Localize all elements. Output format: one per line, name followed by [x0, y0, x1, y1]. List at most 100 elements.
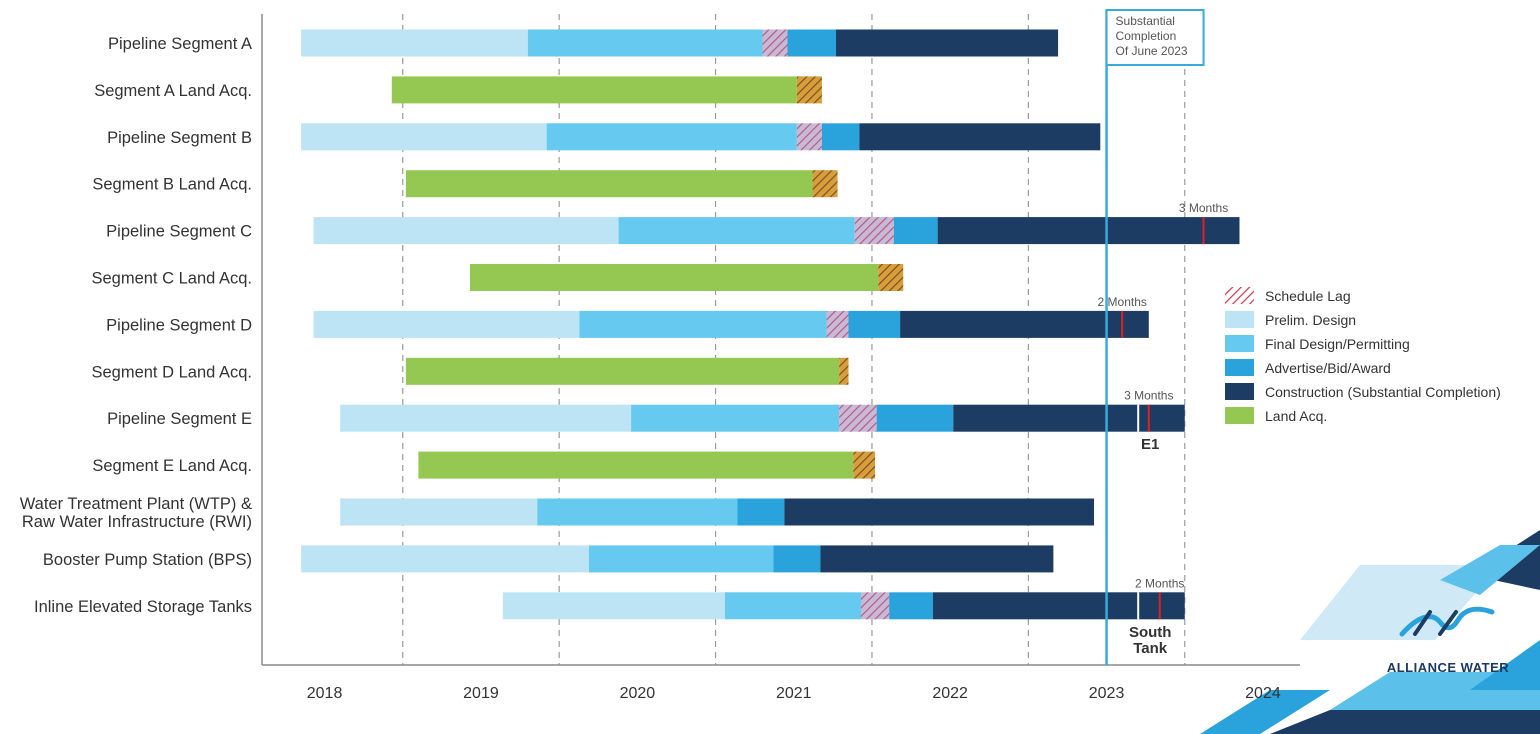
bar-segment	[848, 310, 901, 338]
bar-segment	[537, 498, 738, 526]
bar-segment	[301, 29, 528, 57]
bar-segment	[579, 310, 827, 338]
bar-segment	[876, 404, 954, 432]
bar-segment	[340, 404, 632, 432]
completion-box	[1105, 9, 1205, 66]
bar-segment	[878, 264, 904, 291]
row-label-line: Pipeline Segment E	[107, 410, 252, 428]
bar-segment	[937, 217, 1240, 245]
legend-label: Prelim. Design	[1265, 312, 1356, 328]
bar-segment	[762, 29, 788, 57]
row-label-line: Raw Water Infrastructure (RWI)	[22, 513, 252, 531]
bar-segment	[820, 545, 1054, 573]
bar-segment	[900, 310, 1149, 338]
legend-label: Advertise/Bid/Award	[1265, 360, 1391, 376]
bar-segment	[773, 545, 821, 573]
row-label: Segment B Land Acq.	[92, 176, 252, 194]
bar-segment	[796, 76, 822, 104]
row-labels: Pipeline Segment A Segment A Land Acq. Pip…	[20, 35, 252, 616]
logo-background-shapes	[1200, 530, 1540, 734]
row-label: Pipeline Segment A	[108, 35, 252, 53]
bar-segment	[527, 29, 763, 57]
bar-segment	[835, 29, 1059, 57]
x-tick-label: 2018	[307, 685, 343, 702]
delay-label: 2 Months	[1135, 576, 1184, 590]
bar-segment	[405, 357, 840, 385]
row-label-line: Segment B Land Acq.	[92, 176, 252, 194]
bar-segment	[301, 545, 589, 573]
legend: Schedule Lag Prelim. Design Final Design/P…	[1214, 281, 1532, 428]
row-label: Segment E Land Acq.	[92, 457, 252, 475]
milestone-label: Tank	[1133, 640, 1168, 657]
delay-label: 3 Months	[1124, 389, 1173, 403]
alliance-water-logo: ALLIANCE WATER	[1387, 606, 1509, 675]
bar-segment	[502, 592, 725, 620]
legend-label: Land Acq.	[1265, 408, 1327, 424]
bar-segment	[953, 404, 1185, 432]
milestone-label: South	[1129, 624, 1172, 641]
bar-segment	[859, 123, 1101, 151]
legend-label: Schedule Lag	[1265, 288, 1351, 304]
row-label-line: Segment D Land Acq.	[91, 363, 252, 381]
row-label: Pipeline Segment C	[106, 223, 252, 241]
row-label-line: Booster Pump Station (BPS)	[43, 551, 252, 569]
bar-segment	[618, 217, 855, 245]
bar-segment	[313, 310, 580, 338]
row-label: Pipeline Segment D	[106, 316, 252, 334]
row-label-line: Segment A Land Acq.	[94, 82, 252, 100]
row-label-line: Inline Elevated Storage Tanks	[34, 598, 252, 616]
row-label: Inline Elevated Storage Tanks	[34, 598, 252, 616]
bar-segment	[391, 76, 797, 104]
completion-label: Completion	[1116, 29, 1177, 43]
delay-label: 2 Months	[1098, 295, 1147, 309]
bar-segment	[839, 404, 877, 432]
x-tick-label: 2019	[463, 685, 499, 702]
bar-segment	[737, 498, 785, 526]
bar-segment	[340, 498, 538, 526]
bar-segment	[812, 170, 838, 198]
bar-segment	[893, 217, 938, 245]
bar-segment	[301, 123, 547, 151]
bar-segment	[418, 451, 854, 479]
bar-segment	[724, 592, 862, 620]
row-label-line: Pipeline Segment B	[107, 129, 252, 147]
x-tick-label: 2023	[1089, 685, 1125, 702]
row-label-line: Pipeline Segment C	[106, 223, 252, 241]
bar-segment	[470, 264, 879, 291]
legend-box	[1214, 281, 1532, 428]
bar-segment	[854, 217, 894, 245]
row-label: Booster Pump Station (BPS)	[43, 551, 252, 569]
row-label: Pipeline Segment B	[107, 129, 252, 147]
row-label: Pipeline Segment E	[107, 410, 252, 428]
logo-text: ALLIANCE WATER	[1387, 660, 1509, 675]
x-tick-label: 2020	[620, 685, 656, 702]
row-label-line: Water Treatment Plant (WTP) &	[20, 495, 252, 513]
legend-swatch	[1225, 359, 1254, 376]
x-tick-label: 2021	[776, 685, 812, 702]
bar-segment	[889, 592, 933, 620]
bar-segment	[839, 357, 849, 385]
bar-segment	[826, 310, 849, 338]
bar-segment	[821, 123, 860, 151]
row-label: Water Treatment Plant (WTP) & Raw Water I…	[20, 495, 252, 531]
row-label-line: Pipeline Segment A	[108, 35, 252, 53]
x-axis-tick-labels: 2018 2019 2020 2021 2022 2023 2024	[307, 685, 1281, 702]
completion-label: Substantial	[1116, 14, 1175, 28]
legend-swatch	[1225, 407, 1254, 424]
bar-segment	[313, 217, 619, 245]
row-label: Segment D Land Acq.	[91, 363, 252, 381]
chart-axes	[261, 14, 1300, 666]
x-tick-label: 2022	[932, 685, 968, 702]
bar-segment	[631, 404, 840, 432]
row-label: Segment C Land Acq.	[91, 270, 252, 288]
legend-swatch	[1225, 383, 1254, 400]
x-tick-label: 2024	[1245, 685, 1281, 702]
logo-mark-icon	[1413, 610, 1458, 636]
row-label-line: Segment C Land Acq.	[91, 270, 252, 288]
bar-segment	[787, 29, 836, 57]
completion-label: Of June 2023	[1116, 44, 1188, 58]
row-label: Segment A Land Acq.	[94, 82, 252, 100]
